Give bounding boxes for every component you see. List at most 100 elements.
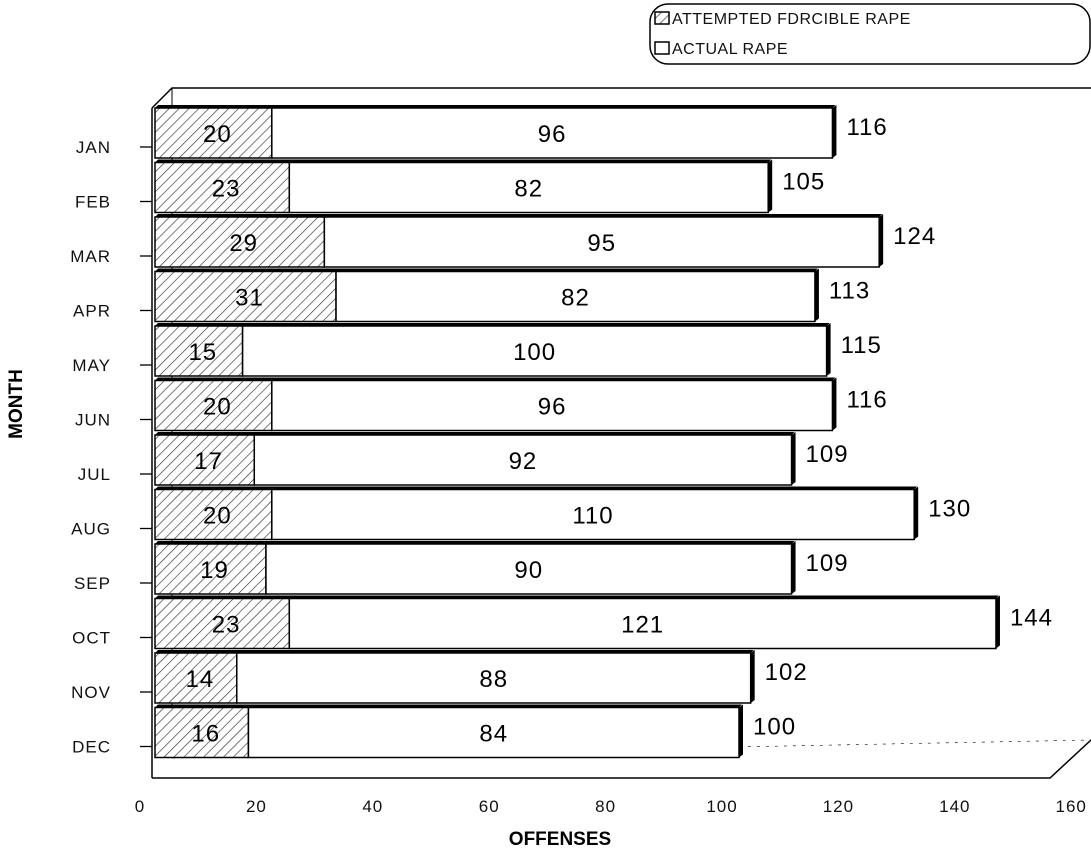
- x-tick-label-40: 40: [362, 797, 383, 816]
- x-tick-label-160: 160: [1056, 797, 1087, 816]
- x-tick-label-0: 0: [135, 797, 145, 816]
- bar-side-face-jan: [832, 105, 837, 158]
- bar-label-attempted-oct: 23: [212, 612, 241, 639]
- legend-label-actual: ACTUAL RAPE: [672, 41, 788, 58]
- x-axis: 0 20 40 60 80 100 120 140 160: [135, 797, 1087, 816]
- bar-side-face-oct: [995, 595, 1000, 649]
- bar-label-actual-may: 100: [513, 339, 556, 366]
- x-tick-label-120: 120: [823, 797, 854, 816]
- bar-actual-feb: [288, 161, 769, 214]
- bar-actual-aug: [271, 488, 915, 541]
- y-tick-label-aug: AUG: [71, 520, 111, 539]
- bar-side-face-jul: [791, 432, 796, 485]
- y-tick-label-feb: FEB: [75, 193, 111, 212]
- bar-side-face-mar: [879, 214, 884, 267]
- legend-box: [649, 3, 1091, 65]
- bar-actual-oct: [288, 597, 997, 650]
- bar-total-label-feb: 105: [782, 169, 825, 196]
- bar-total-label-jul: 109: [806, 441, 849, 468]
- bar-attempted-apr: [154, 270, 337, 323]
- legend-label-attempted: ATTEMPTED FDRCIBLE RAPE: [672, 11, 911, 28]
- y-axis-title: MONTH: [6, 369, 27, 439]
- bar-label-attempted-apr: 31: [235, 285, 264, 312]
- bar-total-label-nov: 102: [765, 659, 808, 686]
- y-tick-label-dec: DEC: [72, 738, 111, 757]
- x-tick-label-140: 140: [939, 797, 970, 816]
- y-tick-label-jul: JUL: [78, 465, 111, 484]
- bar-actual-apr: [335, 270, 816, 323]
- bar-total-label-mar: 124: [893, 223, 936, 250]
- bar-actual-dec: [247, 706, 740, 759]
- bar-label-actual-sep: 90: [514, 557, 543, 584]
- bar-attempted-oct: [154, 597, 291, 650]
- bar-total-label-may: 115: [841, 332, 882, 359]
- floor: [152, 739, 1091, 779]
- y-tick-label-mar: MAR: [70, 247, 111, 266]
- bar-label-attempted-jan: 20: [203, 121, 232, 148]
- bar-total-label-jan: 116: [846, 114, 887, 141]
- bar-attempted-jun: [154, 379, 273, 432]
- y-tick-label-jun: JUN: [75, 411, 111, 430]
- bar-attempted-nov: [154, 652, 238, 704]
- bar-total-label-sep: 109: [806, 550, 849, 577]
- bar-attempted-dec: [154, 706, 250, 759]
- bar-attempted-mar: [154, 216, 326, 268]
- bar-attempted-may: [154, 325, 244, 377]
- bar-total-label-jun: 116: [846, 387, 887, 414]
- bar-actual-sep: [265, 543, 793, 595]
- y-tick-label-jan: JAN: [76, 138, 111, 157]
- bar-side-face-nov: [750, 650, 755, 703]
- bar-actual-mar: [323, 216, 880, 268]
- bar-label-actual-oct: 121: [621, 612, 664, 639]
- bar-label-attempted-nov: 14: [186, 666, 215, 693]
- bar-label-actual-jul: 92: [509, 448, 538, 475]
- y-tick-label-may: MAY: [72, 356, 111, 375]
- bar-side-face-sep: [791, 541, 796, 594]
- bars: 20 96 116 23 82 105 29 95 124 31 82 113 15 100 115 20 96…: [154, 105, 1053, 759]
- y-tick-label-apr: APR: [73, 302, 111, 321]
- bar-actual-jun: [271, 379, 834, 432]
- bar-label-actual-nov: 88: [479, 666, 508, 693]
- bar-label-actual-mar: 95: [587, 230, 616, 257]
- bar-attempted-jul: [154, 434, 256, 486]
- y-tick-label-nov: NOV: [71, 683, 111, 702]
- bar-side-face-aug: [914, 486, 919, 540]
- x-tick-label-60: 60: [479, 797, 500, 816]
- bar-label-actual-feb: 82: [514, 176, 543, 203]
- bar-total-label-oct: 144: [1010, 605, 1053, 632]
- bar-label-attempted-sep: 19: [200, 557, 229, 584]
- bar-actual-jul: [253, 434, 793, 486]
- bar-label-attempted-jul: 17: [194, 448, 223, 475]
- bar-actual-jan: [271, 107, 834, 159]
- x-tick-label-20: 20: [246, 797, 267, 816]
- x-tick-label-80: 80: [595, 797, 616, 816]
- bar-label-actual-dec: 84: [479, 721, 508, 748]
- bar-label-actual-jun: 96: [538, 394, 567, 421]
- bar-label-attempted-dec: 16: [191, 721, 220, 748]
- legend: ATTEMPTED FDRCIBLE RAPE ACTUAL RAPE: [649, 3, 1091, 65]
- bar-side-face-jun: [832, 377, 837, 431]
- bar-label-attempted-jun: 20: [203, 394, 232, 421]
- bar-side-face-apr: [814, 268, 819, 322]
- legend-swatch-attempted: [654, 11, 670, 25]
- bar-total-label-dec: 100: [753, 714, 796, 741]
- y-tick-label-sep: SEP: [74, 574, 111, 593]
- legend-swatch-actual: [654, 41, 670, 55]
- bar-label-attempted-feb: 23: [212, 176, 241, 203]
- bar-total-label-aug: 130: [928, 496, 971, 523]
- bar-side-face-dec: [739, 704, 743, 758]
- bar-label-actual-aug: 110: [572, 503, 613, 530]
- bar-actual-may: [241, 325, 828, 377]
- bar-label-attempted-aug: 20: [203, 503, 232, 530]
- bar-label-actual-jan: 96: [538, 121, 567, 148]
- bar-attempted-sep: [154, 543, 267, 595]
- bar-side-face-feb: [768, 159, 773, 213]
- bar-actual-nov: [236, 652, 752, 704]
- y-axis: JAN FEB MAR APR MAY JUN JUL AUG SEP OCT NOV DEC: [70, 138, 152, 757]
- x-tick-label-100: 100: [706, 797, 737, 816]
- bar-label-actual-apr: 82: [561, 285, 590, 312]
- bar-label-attempted-may: 15: [188, 339, 217, 366]
- bar-label-attempted-mar: 29: [229, 230, 258, 257]
- y-tick-label-oct: OCT: [72, 629, 111, 648]
